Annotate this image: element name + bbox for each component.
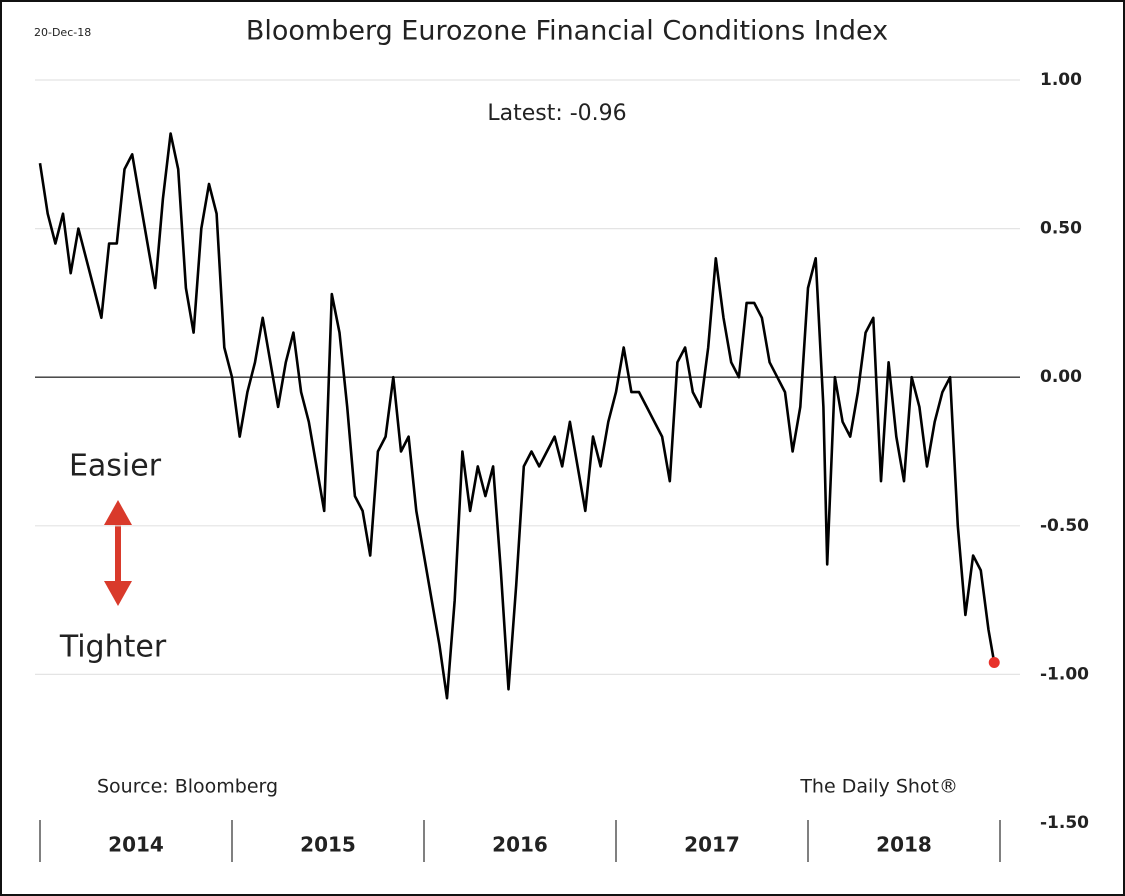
chart-title: Bloomberg Eurozone Financial Conditions … xyxy=(246,16,888,47)
y-tick-label: 0.00 xyxy=(1040,367,1082,387)
x-tick-label: 2016 xyxy=(492,833,548,857)
y-tick-label: 1.00 xyxy=(1040,70,1082,90)
index-line xyxy=(38,132,996,700)
latest-label: Latest: -0.96 xyxy=(487,101,626,126)
x-tick-label: 2015 xyxy=(300,833,356,857)
credit: The Daily Shot® xyxy=(799,776,958,798)
easier-label: Easier xyxy=(69,449,162,484)
date-label: 20-Dec-18 xyxy=(34,26,91,39)
tighter-label: Tighter xyxy=(59,630,167,665)
y-tick-label: -1.00 xyxy=(1040,664,1089,684)
y-tick-label: -0.50 xyxy=(1040,516,1089,536)
arrow xyxy=(104,500,132,606)
y-tick-label: -1.50 xyxy=(1040,813,1089,833)
x-tick-label: 2017 xyxy=(684,833,740,857)
latest-point xyxy=(988,657,1000,669)
x-tick-label: 2014 xyxy=(108,833,164,857)
x-tick-label: 2018 xyxy=(876,833,932,857)
source: Source: Bloomberg xyxy=(97,776,278,798)
y-tick-label: 0.50 xyxy=(1040,219,1082,239)
